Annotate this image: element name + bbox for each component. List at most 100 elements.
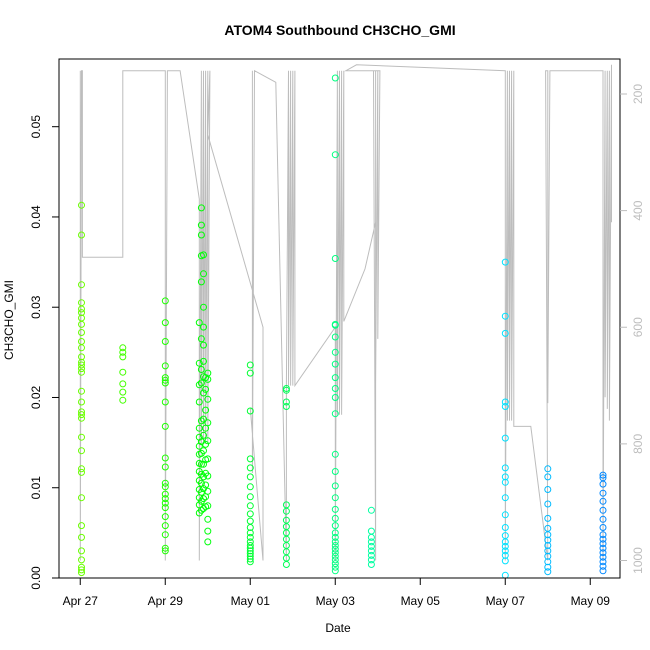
- data-point: [331, 74, 339, 82]
- data-point: [599, 474, 607, 482]
- data-point: [331, 374, 339, 382]
- data-point: [331, 529, 339, 537]
- data-point: [197, 335, 205, 343]
- data-point: [200, 460, 207, 468]
- x-tick-label: May 09: [571, 594, 611, 608]
- data-point: [197, 379, 205, 387]
- right-tick-label: 200: [631, 84, 645, 104]
- data-point: [501, 312, 509, 320]
- data-point: [161, 479, 169, 487]
- data-point: [367, 506, 375, 514]
- x-tick-label: Apr 29: [148, 594, 184, 608]
- data-point: [599, 562, 607, 570]
- data-point: [202, 440, 210, 448]
- data-point: [544, 524, 552, 532]
- chart-title: ATOM4 Southbound CH3CHO_GMI: [224, 22, 455, 38]
- data-point: [161, 379, 169, 387]
- data-point: [331, 560, 339, 568]
- data-point: [161, 374, 169, 382]
- data-point: [331, 522, 339, 530]
- pressure-trace-layer: [79, 64, 612, 561]
- data-point: [202, 385, 210, 393]
- y-tick-label: 0.01: [29, 476, 43, 500]
- data-point: [161, 398, 169, 406]
- data-point: [119, 348, 127, 356]
- data-point: [331, 494, 339, 502]
- data-point: [246, 473, 254, 481]
- data-point: [200, 341, 207, 349]
- data-point: [161, 490, 169, 498]
- data-point: [501, 524, 509, 531]
- data-point: [78, 314, 85, 322]
- data-point: [331, 348, 339, 356]
- data-point: [501, 329, 509, 337]
- data-point: [331, 385, 339, 392]
- x-tick-label: May 07: [486, 594, 526, 608]
- data-point: [204, 515, 212, 523]
- right-tick-label: 1000: [631, 547, 645, 574]
- data-point: [282, 403, 290, 410]
- data-point: [161, 544, 169, 552]
- data-point: [331, 151, 339, 159]
- data-point: [78, 281, 85, 289]
- data-point: [331, 542, 339, 549]
- data-point: [197, 488, 205, 496]
- data-point: [78, 468, 85, 476]
- data-point: [161, 297, 169, 305]
- data-point: [78, 361, 85, 369]
- data-point: [331, 333, 339, 341]
- axes-layer: Apr 27 Apr 29 May 01 May 03 May 05 May 07 May …: [29, 58, 645, 608]
- data-point: [161, 319, 169, 327]
- data-point: [331, 482, 339, 490]
- data-point: [197, 204, 205, 212]
- data-point: [331, 360, 339, 368]
- data-point: [246, 455, 254, 463]
- data-point: [331, 410, 339, 418]
- data-point: [367, 538, 375, 546]
- data-point: [246, 550, 254, 558]
- data-point: [599, 471, 607, 479]
- data-point: [204, 369, 212, 377]
- data-point: [501, 464, 509, 472]
- data-point: [200, 389, 207, 397]
- right-tick-label: 400: [631, 200, 645, 220]
- right-tick-label: 800: [631, 434, 645, 454]
- data-point: [78, 547, 85, 555]
- data-point: [282, 501, 290, 509]
- data-point: [331, 545, 339, 553]
- data-point: [161, 495, 169, 503]
- data-point: [204, 487, 212, 495]
- data-point: [78, 299, 85, 307]
- data-point: [544, 486, 552, 493]
- data-point: [204, 502, 212, 510]
- data-point: [367, 551, 375, 559]
- data-point: [78, 368, 85, 376]
- data-point: [78, 344, 85, 352]
- data-point: [544, 547, 552, 555]
- data-point: [78, 556, 85, 564]
- data-point: [204, 437, 212, 445]
- right-tick-label: 600: [631, 317, 645, 337]
- data-point: [544, 500, 552, 508]
- data-point: [246, 361, 254, 369]
- data-point: [544, 552, 552, 560]
- data-point: [246, 510, 254, 518]
- data-point: [599, 535, 607, 543]
- data-point: [78, 398, 85, 406]
- data-point: [197, 231, 205, 239]
- data-point: [331, 394, 339, 401]
- data-point: [331, 468, 339, 475]
- data-point: [78, 566, 85, 574]
- data-point: [200, 415, 207, 423]
- y-tick-label: 0.04: [29, 205, 43, 229]
- data-point: [501, 258, 509, 266]
- data-point: [200, 251, 207, 259]
- data-point: [161, 454, 169, 462]
- data-point: [367, 527, 375, 535]
- data-point: [544, 563, 552, 571]
- data-point: [331, 567, 339, 575]
- data-point: [195, 359, 203, 367]
- data-point: [195, 319, 203, 327]
- data-point: [246, 483, 254, 491]
